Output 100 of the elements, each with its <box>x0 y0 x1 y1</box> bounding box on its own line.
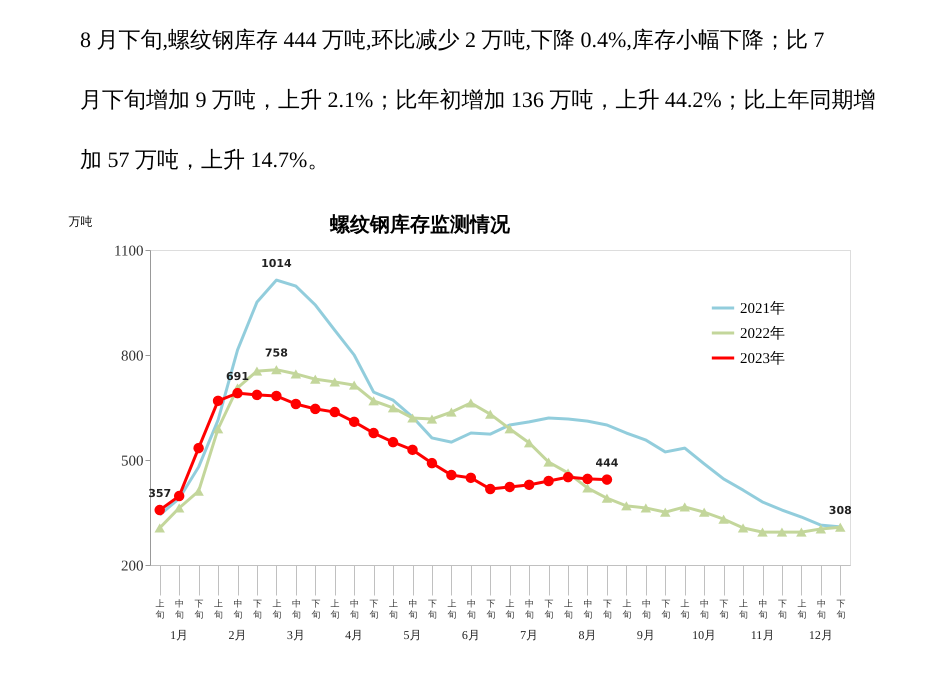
point <box>698 508 710 517</box>
x-tick-label: 中旬 <box>466 598 476 620</box>
x-tick-label: 上旬 <box>214 598 224 620</box>
point <box>368 396 379 406</box>
legend-label: 2023年 <box>740 350 785 367</box>
point <box>329 377 340 386</box>
legend-label: 2021年 <box>740 300 785 317</box>
point <box>504 424 515 434</box>
point <box>271 365 282 374</box>
chart-title: 螺纹钢库存监测情况 <box>329 212 511 236</box>
x-tick-label: 中旬 <box>175 598 184 620</box>
text: 3月 <box>286 628 305 642</box>
legend-label: 2022年 <box>740 325 785 342</box>
text: 9月 <box>636 628 655 642</box>
point <box>388 436 398 448</box>
point <box>310 404 321 414</box>
x-tick-label: 下旬 <box>486 600 496 620</box>
y-tick-label: 800 <box>121 348 144 364</box>
point <box>738 523 748 532</box>
point <box>407 444 418 456</box>
x-tick-label: 上旬 <box>272 598 282 620</box>
data-label: 691 <box>226 370 249 384</box>
data-label: 357 <box>148 487 172 500</box>
point <box>329 406 340 418</box>
text: 8 月下旬,螺纹钢库存 444 万吨,环比减少 2 万吨,下降 0.4%,库存小幅下降；比 7 月下旬增加 9 万吨，上升 2.1%；比年初增加 136 万吨，上升 44.2%；比上年同期增加 57 万吨，上升 14.7%。 <box>80 27 876 172</box>
x-tick-label: 上旬 <box>797 598 806 620</box>
x-tick-label: 下旬 <box>252 600 262 620</box>
x-tick-label: 中旬 <box>816 598 826 620</box>
text: 4月 <box>345 628 364 642</box>
x-tick-label: 下旬 <box>544 600 554 620</box>
point <box>543 458 554 467</box>
text: 11月 <box>750 628 774 642</box>
x-tick-label: 下旬 <box>370 600 379 620</box>
point <box>796 528 807 537</box>
text: 7月 <box>520 628 538 642</box>
text: 2月 <box>228 628 246 642</box>
point <box>446 470 457 480</box>
x-tick-label: 上旬 <box>680 598 690 620</box>
point <box>543 476 554 486</box>
point <box>310 374 321 384</box>
point <box>212 396 224 406</box>
point <box>348 416 360 428</box>
x-tick-label: 中旬 <box>292 598 301 620</box>
point <box>252 390 262 400</box>
text: 6月 <box>462 628 480 642</box>
point <box>835 522 846 532</box>
point <box>407 413 418 423</box>
x-tick-label: 中旬 <box>584 598 592 620</box>
x-tick-label: 中旬 <box>525 598 534 620</box>
point <box>212 424 224 434</box>
text: 10月 <box>692 628 716 642</box>
point <box>757 528 768 537</box>
text: 12月 <box>808 628 833 642</box>
x-tick-label: 上旬 <box>564 598 574 620</box>
x-tick-label: 中旬 <box>700 598 710 620</box>
x-tick-label: 中旬 <box>350 598 360 620</box>
point <box>562 472 574 482</box>
point <box>621 501 632 510</box>
x-tick-label: 上旬 <box>330 598 340 620</box>
point <box>679 502 690 512</box>
text: 8月 <box>578 628 596 642</box>
point <box>290 369 302 378</box>
y-tick-label: 200 <box>121 558 144 574</box>
x-tick-label: 上旬 <box>156 598 165 620</box>
point <box>368 428 379 438</box>
y-axis-title: 万吨 <box>68 214 92 228</box>
point <box>388 403 398 412</box>
point <box>466 472 476 484</box>
x-tick-label: 中旬 <box>408 598 418 620</box>
point <box>271 390 282 402</box>
point <box>174 490 184 502</box>
point <box>504 482 515 492</box>
point <box>582 483 593 493</box>
y-tick-label: 500 <box>121 454 144 470</box>
x-tick-label: 下旬 <box>194 600 204 620</box>
x-tick-label: 下旬 <box>661 600 670 620</box>
x-tick-label: 中旬 <box>234 598 242 620</box>
x-tick-label: 下旬 <box>311 600 320 620</box>
point <box>524 480 534 490</box>
y-tick-label: 1100 <box>114 244 144 260</box>
point <box>193 442 204 454</box>
point <box>660 508 671 517</box>
x-tick-label: 上旬 <box>447 598 456 620</box>
point <box>816 524 826 534</box>
x-tick-label: 上旬 <box>739 598 748 620</box>
x-tick-label: 上旬 <box>622 598 632 620</box>
data-label: 444 <box>595 456 619 470</box>
point <box>426 458 438 468</box>
point <box>426 414 438 424</box>
x-tick-label: 下旬 <box>428 600 437 620</box>
point <box>154 523 165 532</box>
point <box>602 494 612 503</box>
x-tick-label: 下旬 <box>778 600 787 620</box>
point <box>154 504 165 516</box>
x-tick-label: 中旬 <box>642 598 651 620</box>
point <box>582 474 593 484</box>
point <box>232 388 243 398</box>
point <box>485 484 496 494</box>
point <box>466 398 476 408</box>
x-tick-label: 上旬 <box>389 598 398 620</box>
